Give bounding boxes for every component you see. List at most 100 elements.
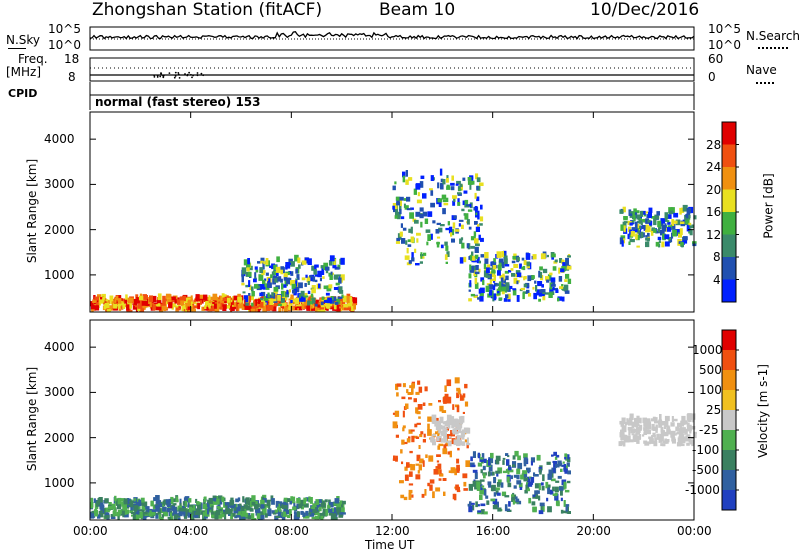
echo-cell: [451, 175, 454, 181]
echo-cell: [497, 270, 501, 276]
echo-cell: [657, 220, 662, 228]
echo-cell: [94, 305, 100, 311]
echo-cell: [347, 302, 353, 307]
echo-cell: [688, 214, 691, 218]
echo-cell: [458, 188, 462, 191]
echo-cell: [689, 229, 693, 236]
echo-cell: [517, 462, 523, 470]
colorbar-tick-label: 12: [706, 227, 722, 242]
nave-point: [196, 74, 199, 77]
echo-cell: [438, 436, 442, 439]
echo-cell: [510, 475, 513, 480]
echo-cell: [263, 504, 269, 508]
echo-cell: [147, 508, 150, 513]
echo-cell: [502, 470, 508, 474]
echo-cell: [542, 292, 545, 296]
echo-cell: [254, 299, 258, 306]
echo-cell: [309, 305, 313, 312]
echo-cell: [687, 424, 690, 428]
velocity-panel-frame: [89, 319, 695, 521]
echo-cell: [512, 455, 516, 460]
echo-cell: [211, 505, 214, 512]
echo-cell: [552, 266, 557, 271]
x-tick-label: 00:00: [677, 524, 712, 538]
echo-cell: [307, 290, 311, 294]
echo-cell: [202, 511, 207, 518]
echo-cell: [651, 435, 656, 438]
echo-cell: [323, 285, 328, 290]
echo-cell: [289, 301, 292, 306]
echo-cell: [473, 270, 477, 276]
echo-cell: [491, 261, 494, 267]
echo-cell: [218, 300, 221, 304]
echo-cell: [527, 483, 533, 487]
echo-cell: [463, 427, 469, 432]
echo-cell: [452, 493, 455, 500]
echo-cell: [500, 277, 504, 283]
echo-cell: [126, 297, 131, 302]
freq-strip-frame: [89, 57, 695, 82]
echo-cell: [210, 296, 216, 301]
echo-cell: [314, 274, 319, 277]
colorbar-tick-label: 100: [699, 383, 722, 397]
echo-cell: [334, 266, 340, 270]
echo-cell: [533, 292, 537, 300]
echo-cell: [666, 227, 672, 232]
echo-cell: [643, 440, 648, 444]
echo-cell: [295, 282, 301, 288]
nave-point: [168, 72, 171, 74]
echo-cell: [564, 457, 567, 460]
echo-cell: [465, 204, 470, 207]
echo-cell: [676, 431, 680, 435]
echo-cell: [495, 455, 501, 461]
nave-point: [153, 76, 156, 78]
echo-cell: [392, 203, 398, 210]
echo-cell: [411, 388, 414, 395]
echo-cell: [631, 421, 635, 429]
echo-cell: [273, 288, 278, 295]
echo-cell: [693, 432, 697, 439]
echo-cell: [295, 516, 300, 520]
echo-cell: [427, 423, 430, 431]
echo-cell: [459, 395, 464, 401]
echo-cell: [224, 512, 227, 520]
echo-cell: [91, 510, 94, 514]
echo-cell: [245, 302, 249, 306]
colorbar-tick-label: 1000: [692, 343, 723, 357]
echo-cell: [514, 274, 517, 277]
echo-cell: [654, 437, 658, 442]
echo-cell: [483, 511, 488, 515]
echo-cell: [492, 296, 495, 302]
echo-cell: [308, 296, 311, 302]
echo-cell: [425, 454, 428, 458]
echo-cell: [446, 396, 452, 404]
echo-cell: [504, 258, 508, 266]
echo-cell: [236, 509, 242, 516]
echo-cell: [284, 279, 287, 286]
echo-cell: [331, 303, 335, 308]
echo-cell: [415, 391, 420, 395]
echo-cell: [471, 502, 475, 505]
echo-cell: [240, 506, 245, 511]
colorbar-swatch: [722, 450, 736, 470]
echo-cell: [427, 211, 433, 217]
echo-cell: [145, 300, 150, 306]
echo-cell: [455, 183, 459, 186]
echo-cell: [187, 501, 190, 507]
echo-cell: [554, 259, 558, 263]
echo-cell: [280, 266, 285, 270]
echo-cell: [464, 401, 469, 407]
echo-cell: [643, 218, 646, 223]
echo-cell: [254, 283, 259, 289]
echo-cell: [440, 438, 443, 443]
echo-cell: [487, 471, 491, 477]
echo-cell: [567, 454, 570, 460]
echo-cell: [504, 255, 508, 260]
echo-cell: [440, 473, 444, 477]
echo-cell: [272, 292, 276, 300]
echo-cell: [488, 458, 491, 466]
echo-cell: [411, 494, 414, 498]
echo-cell: [168, 302, 172, 309]
echo-cell: [480, 277, 485, 282]
echo-cell: [550, 277, 556, 282]
